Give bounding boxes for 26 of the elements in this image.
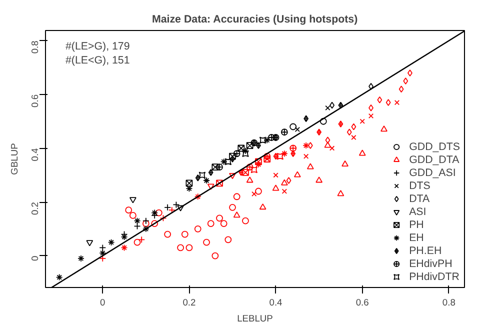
x-tick-label: 0.8: [442, 298, 456, 308]
y-tick-label: 0.4: [30, 148, 40, 162]
legend-label: GDD_ASI: [409, 166, 456, 178]
x-tick-label: 0.4: [269, 298, 282, 308]
legend-label: GDD_DTS: [409, 140, 460, 152]
chart-title: Maize Data: Accuracies (Using hotspots): [152, 14, 358, 26]
x-tick-label: 0.6: [356, 298, 369, 308]
legend-label: EHdivPH: [409, 258, 452, 270]
y-axis-title: GBLUP: [10, 143, 20, 175]
x-axis-title: LEBLUP: [237, 314, 273, 324]
legend-label: EH: [409, 232, 425, 244]
legend-label: PH.EH: [409, 244, 442, 256]
y-tick-label: 0.6: [30, 94, 40, 108]
y-tick-label: 0.8: [30, 40, 40, 54]
legend-label: GDD_DTA: [409, 154, 460, 166]
legend-label: PH: [409, 218, 425, 230]
y-tick-label: 0.2: [30, 202, 40, 215]
legend-label: PHdivDTR: [409, 270, 460, 282]
x-tick-label: 0.2: [182, 298, 196, 308]
legend-label: ASI: [409, 206, 428, 218]
annotation: #(LE>G), 179: [66, 40, 130, 52]
y-tick-label: 0: [30, 256, 40, 261]
legend-label: DTS: [409, 180, 430, 192]
x-tick-label: 0: [100, 298, 106, 308]
annotation: #(LE<G), 151: [66, 54, 130, 66]
legend-label: DTA: [409, 192, 430, 204]
